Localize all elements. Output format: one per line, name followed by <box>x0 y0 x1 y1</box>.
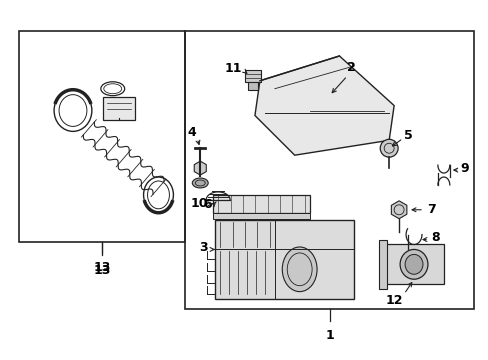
Text: 13: 13 <box>93 261 110 274</box>
Bar <box>247 82 257 90</box>
Text: 9: 9 <box>460 162 468 175</box>
Bar <box>384 244 443 284</box>
Text: 4: 4 <box>187 126 196 139</box>
Text: 12: 12 <box>385 294 402 307</box>
Text: 10: 10 <box>190 197 208 210</box>
Ellipse shape <box>404 255 422 274</box>
Bar <box>379 239 386 289</box>
Text: 11: 11 <box>224 62 242 75</box>
Text: 5: 5 <box>403 129 412 142</box>
Text: 3: 3 <box>199 241 208 254</box>
Bar <box>19 31 185 242</box>
Text: 7: 7 <box>426 203 435 216</box>
Bar <box>185 31 473 309</box>
Bar <box>244 70 261 82</box>
Ellipse shape <box>192 178 208 188</box>
Text: 8: 8 <box>430 231 439 244</box>
Polygon shape <box>254 56 393 155</box>
Bar <box>213 213 309 219</box>
Text: 1: 1 <box>325 329 333 342</box>
Text: 13: 13 <box>93 264 110 277</box>
Text: 6: 6 <box>203 198 212 211</box>
Bar <box>215 220 354 299</box>
Circle shape <box>380 139 397 157</box>
Ellipse shape <box>399 249 427 279</box>
Bar <box>102 96 134 121</box>
Bar <box>213 195 309 213</box>
Text: 2: 2 <box>346 61 355 75</box>
Ellipse shape <box>282 247 316 292</box>
